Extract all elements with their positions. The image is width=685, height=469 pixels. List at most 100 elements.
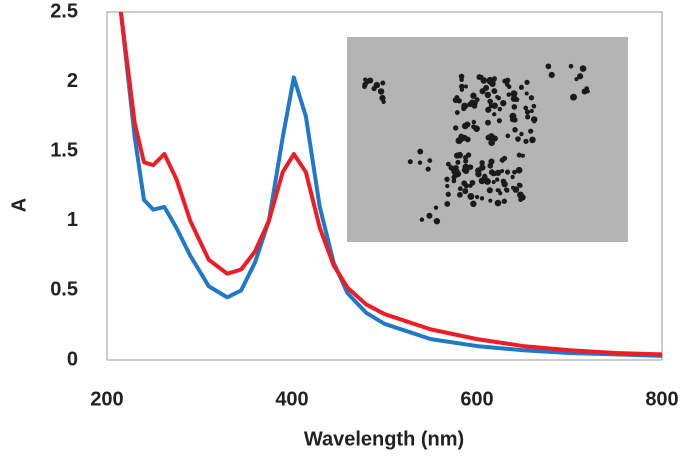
line-series — [118, 12, 662, 357]
particle — [501, 180, 508, 188]
particle — [417, 160, 423, 165]
particle — [506, 84, 512, 90]
particle — [548, 71, 555, 79]
particle — [570, 93, 577, 101]
particle — [444, 176, 450, 183]
particle — [417, 149, 422, 154]
particle — [492, 112, 497, 117]
particle — [445, 161, 451, 167]
particle — [463, 158, 469, 164]
particle — [511, 185, 516, 190]
particle — [484, 91, 492, 99]
particle — [479, 88, 486, 95]
particle — [510, 174, 515, 180]
particle — [479, 74, 484, 80]
particle — [491, 102, 498, 109]
particle — [488, 198, 493, 203]
particle — [518, 197, 523, 203]
particle — [451, 177, 457, 182]
particle — [464, 136, 471, 143]
particle — [461, 105, 467, 112]
particle — [462, 188, 469, 195]
particle — [496, 118, 502, 124]
particle — [463, 84, 468, 89]
particle — [470, 200, 477, 208]
particle — [524, 79, 530, 85]
particle — [474, 97, 480, 103]
particle — [488, 103, 494, 109]
particle — [467, 164, 474, 170]
particle — [494, 199, 502, 207]
particle — [510, 90, 518, 98]
particle — [471, 124, 477, 130]
particle — [516, 152, 522, 158]
particle — [479, 164, 486, 171]
particle — [479, 160, 485, 166]
particle — [511, 104, 518, 110]
particle — [468, 183, 473, 188]
particle — [444, 200, 451, 207]
particle — [512, 127, 518, 133]
particle — [454, 152, 461, 159]
particle — [515, 166, 523, 174]
particle — [491, 88, 498, 95]
particle — [485, 134, 492, 141]
particle — [501, 198, 507, 204]
x-tick-label: 600 — [460, 388, 493, 410]
particle — [577, 73, 584, 80]
particle — [487, 98, 493, 105]
particle — [433, 217, 441, 225]
particle — [363, 77, 368, 82]
inset-image — [347, 37, 628, 242]
particle — [465, 152, 472, 158]
particle — [528, 128, 534, 134]
particle — [523, 138, 529, 144]
particle — [485, 106, 492, 113]
particle — [407, 159, 413, 165]
particle — [579, 65, 587, 72]
particle — [425, 166, 431, 172]
line-series — [118, 12, 662, 358]
particle — [433, 205, 439, 210]
particle — [568, 63, 574, 69]
particle — [485, 119, 491, 126]
particle — [495, 95, 500, 100]
particle — [525, 114, 531, 120]
particle — [501, 155, 508, 161]
particle — [381, 99, 386, 104]
particle — [448, 165, 455, 171]
particle — [488, 169, 495, 176]
y-tick-label: 1 — [67, 209, 78, 231]
particle — [519, 131, 524, 137]
particle — [512, 169, 517, 175]
particle — [509, 112, 517, 120]
particle — [461, 122, 469, 130]
particle — [488, 139, 496, 147]
particle — [517, 191, 524, 199]
particle — [457, 191, 463, 198]
particle — [503, 187, 509, 192]
particle — [470, 100, 475, 105]
particle — [494, 169, 502, 176]
particle — [491, 179, 496, 185]
particle — [380, 80, 386, 86]
particle — [475, 170, 482, 178]
particle — [529, 136, 536, 144]
particle — [497, 106, 503, 112]
particle — [574, 77, 579, 82]
particle — [500, 168, 505, 174]
particle — [529, 108, 534, 114]
x-tick-label: 800 — [645, 388, 678, 410]
particle — [481, 174, 488, 180]
particle — [445, 183, 450, 189]
y-axis-label: A — [8, 198, 30, 212]
x-tick-label: 200 — [90, 388, 123, 410]
y-tick-label: 0 — [67, 348, 78, 370]
particle — [462, 167, 470, 174]
particle — [515, 136, 521, 142]
particle — [584, 86, 590, 91]
particle — [520, 153, 525, 158]
particle — [502, 78, 508, 84]
particle — [545, 63, 552, 70]
